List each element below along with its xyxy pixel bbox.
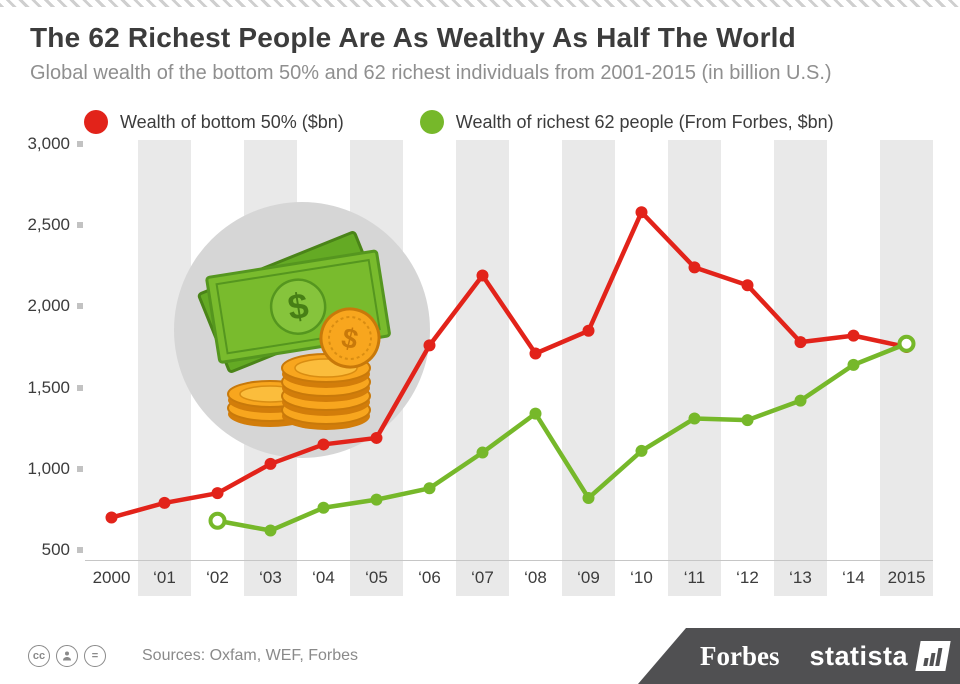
- chart-column: ‘02: [191, 140, 244, 596]
- x-tick-label: ‘14: [842, 568, 865, 587]
- data-point: [635, 206, 648, 219]
- x-tick-label: ‘03: [259, 568, 282, 587]
- x-tick-label: ‘07: [471, 568, 494, 587]
- chart-column: ‘11: [668, 140, 721, 596]
- legend: Wealth of bottom 50% ($bn) Wealth of ric…: [84, 110, 834, 134]
- decorative-top-border: [0, 0, 960, 7]
- chart-column: ‘08: [509, 140, 562, 596]
- y-tick-mark: [77, 547, 83, 553]
- coin-stack-big: [281, 353, 371, 430]
- statista-logo-mark: [915, 641, 951, 671]
- x-tick-label: ‘06: [418, 568, 441, 587]
- chart-column: 2015: [880, 140, 933, 596]
- data-point: [208, 511, 227, 530]
- y-tick-mark: [77, 384, 83, 391]
- line-plot: [105, 206, 916, 537]
- x-tick-label: ‘01: [153, 568, 176, 587]
- chart-column: ‘09: [562, 140, 615, 596]
- data-point: [688, 412, 701, 425]
- data-point: [897, 334, 916, 353]
- data-point: [688, 261, 701, 274]
- legend-item-bottom50: Wealth of bottom 50% ($bn): [84, 110, 344, 134]
- x-tick-label: 2000: [92, 568, 131, 587]
- x-tick-label: ‘02: [206, 568, 229, 587]
- page-title: The 62 Richest People Are As Wealthy As …: [30, 22, 796, 53]
- data-point: [582, 492, 595, 505]
- data-point: [264, 524, 277, 537]
- data-point: [423, 339, 436, 352]
- y-tick-label: 500: [41, 540, 70, 559]
- footer-brand-bar: Forbes statista: [638, 628, 960, 684]
- data-point: [476, 446, 489, 459]
- chart-column: ‘14: [827, 140, 880, 596]
- y-tick-mark: [77, 222, 83, 229]
- legend-dot-green: [419, 110, 444, 134]
- data-point: [794, 336, 807, 349]
- chart-column: ‘10: [615, 140, 668, 596]
- forbes-logo: Forbes: [700, 640, 780, 671]
- y-tick-mark: [77, 141, 83, 147]
- series-line-1: [215, 341, 909, 533]
- data-point: [211, 487, 224, 500]
- data-point: [794, 394, 807, 407]
- chart-column: ‘13: [774, 140, 827, 596]
- data-point: [741, 279, 754, 292]
- cc-license-icons: cc =: [28, 645, 106, 667]
- data-point: [635, 444, 648, 457]
- data-point: [741, 414, 754, 427]
- y-tick-mark: [77, 465, 83, 472]
- series-line-0: [109, 209, 909, 520]
- x-tick-label: ‘09: [577, 568, 600, 587]
- x-tick-label: ‘04: [312, 568, 335, 587]
- chart-area: 2000 ‘01 ‘02 ‘03 ‘04 ‘05 ‘06 ‘07 ‘08 ‘09 ‘10 ‘11 ‘12…: [85, 140, 933, 596]
- data-point: [423, 482, 436, 495]
- legend-label-bottom50: Wealth of bottom 50% ($bn): [120, 111, 344, 132]
- y-tick-label: 2,500: [27, 215, 70, 235]
- equals-icon: =: [84, 645, 106, 667]
- footer: cc = Sources: Oxfam, WEF, Forbes Forbes …: [0, 628, 960, 684]
- x-tick-label: ‘13: [789, 568, 812, 587]
- x-tick-label: ‘11: [683, 568, 706, 587]
- data-point: [317, 501, 330, 514]
- legend-item-richest62: Wealth of richest 62 people (From Forbes…: [419, 110, 834, 134]
- data-point: [476, 269, 489, 282]
- cc-icon: cc: [28, 645, 50, 667]
- data-point: [105, 511, 118, 524]
- page-subtitle: Global wealth of the bottom 50% and 62 r…: [30, 62, 832, 84]
- legend-label-richest62: Wealth of richest 62 people (From Forbes…: [455, 111, 834, 132]
- sources-text: Sources: Oxfam, WEF, Forbes: [142, 647, 359, 664]
- chart-column: ‘06: [403, 140, 456, 596]
- x-tick-label: ‘08: [524, 568, 547, 587]
- data-point: [264, 457, 277, 470]
- x-tick-label: ‘05: [365, 568, 388, 587]
- statista-logo: statista: [809, 640, 909, 671]
- legend-dot-red: [84, 110, 108, 134]
- x-tick-label: ‘12: [736, 568, 759, 587]
- data-point: [317, 438, 330, 451]
- x-tick-label: ‘10: [630, 568, 653, 587]
- money-illustration: $ $: [174, 202, 430, 458]
- data-point: [582, 324, 595, 337]
- chart-column: ‘04: [297, 140, 350, 596]
- y-tick-label: 3,000: [27, 134, 70, 153]
- data-point: [370, 493, 383, 506]
- data-point: [847, 358, 860, 371]
- data-point: [847, 329, 860, 342]
- dollar-coin-top: $: [319, 307, 381, 369]
- data-point: [529, 407, 542, 420]
- chart-column: ‘07: [456, 140, 509, 596]
- attribution-person-icon: [56, 645, 78, 667]
- chart-column: ‘12: [721, 140, 774, 596]
- data-point: [158, 496, 171, 509]
- y-tick-label: 2,000: [27, 296, 70, 316]
- y-tick-mark: [77, 303, 83, 310]
- x-tick-label: 2015: [887, 568, 926, 587]
- data-point: [529, 347, 542, 360]
- data-point: [370, 431, 383, 444]
- y-tick-label: 1,500: [27, 377, 70, 397]
- x-axis-line: [85, 560, 933, 561]
- y-tick-label: 1,000: [27, 458, 70, 478]
- chart-column: 2000: [85, 140, 138, 596]
